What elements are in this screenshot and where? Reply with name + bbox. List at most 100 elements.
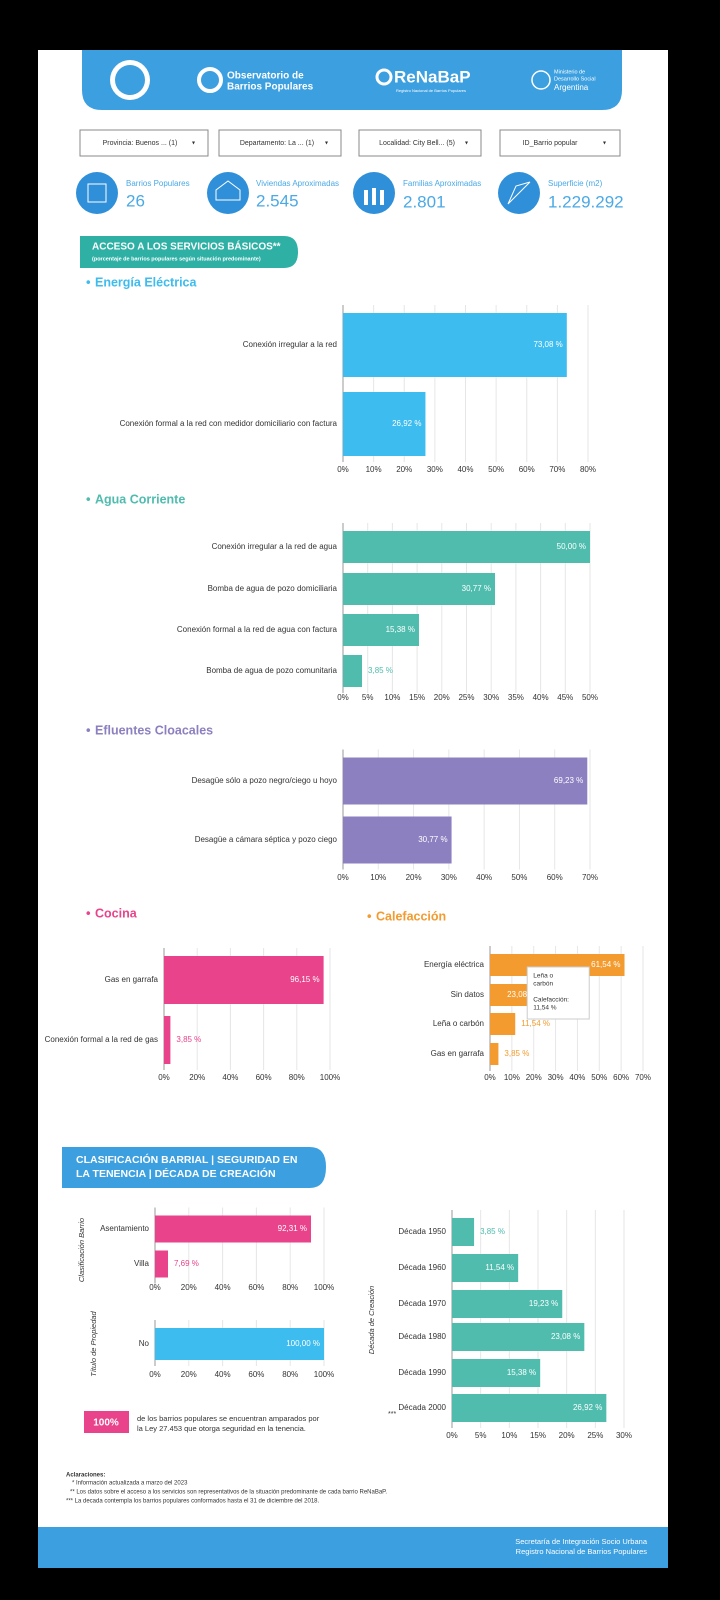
x-tick-label: 30% xyxy=(548,1073,564,1082)
x-tick-label: 60% xyxy=(248,1370,264,1379)
axis-title: Título de Propiedad xyxy=(89,1310,98,1376)
axis-title: Década de Creación xyxy=(367,1286,376,1354)
header-banner xyxy=(82,50,622,110)
dropdown-arrow: ▾ xyxy=(325,141,328,147)
header-text: Argentina xyxy=(554,83,589,92)
chart-bullet: • xyxy=(86,491,91,506)
x-tick-label: 50% xyxy=(511,873,527,882)
x-tick-label: 10% xyxy=(501,1431,517,1440)
bar xyxy=(452,1323,585,1351)
filter[interactable] xyxy=(79,129,209,157)
bar xyxy=(490,1013,516,1035)
kpi-label: Viviendas Aproximadas xyxy=(256,179,339,188)
x-tick-label: 20% xyxy=(189,1073,205,1082)
footer-text: Registro Nacional de Barrios Populares xyxy=(516,1547,648,1556)
chart-title: Energía Eléctrica xyxy=(95,275,197,289)
value-label: 100,00 % xyxy=(286,1339,320,1348)
value-label: 19,23 % xyxy=(529,1299,558,1308)
note: ** Los datos sobre el acceso a los servi… xyxy=(70,1490,387,1496)
x-tick-label: 20% xyxy=(181,1370,197,1379)
bar xyxy=(343,757,588,805)
x-tick-label: 40% xyxy=(215,1283,231,1292)
x-tick-label: 0% xyxy=(484,1073,496,1082)
header-text: Ministerio de xyxy=(554,69,585,75)
value-label: 73,08 % xyxy=(533,340,562,349)
x-tick-label: 30% xyxy=(616,1431,632,1440)
value-label: 15,38 % xyxy=(386,625,415,634)
x-tick-label: 30% xyxy=(427,465,443,474)
category-label: Bomba de agua de pozo comunitaria xyxy=(206,666,337,675)
tooltip-text: Calefacción: xyxy=(533,997,569,1004)
section-header xyxy=(62,1147,326,1188)
value-label: 3,85 % xyxy=(504,1049,529,1058)
bar xyxy=(452,1218,475,1246)
filter-label: Localidad: City Bell... (5) xyxy=(379,140,455,147)
chart-bullet: • xyxy=(86,274,91,289)
x-tick-label: 40% xyxy=(533,693,549,702)
page xyxy=(38,50,668,1568)
header-text: Observatorio de xyxy=(227,71,304,82)
filter[interactable] xyxy=(218,129,342,157)
x-tick-label: 70% xyxy=(635,1073,651,1082)
tooltip-title: Leña o xyxy=(533,973,553,980)
x-tick-label: 80% xyxy=(580,465,596,474)
x-tick-label: 60% xyxy=(613,1073,629,1082)
x-tick-label: 60% xyxy=(547,873,563,882)
value-label: 50,00 % xyxy=(557,542,586,551)
category-label: Década 1960 xyxy=(398,1263,446,1272)
kpi-label: Familias Aproximadas xyxy=(403,179,481,188)
x-tick-label: 40% xyxy=(222,1073,238,1082)
kpi-label: Barrios Populares xyxy=(126,179,190,188)
category-label: Desagüe a cámara séptica y pozo ciego xyxy=(195,835,338,844)
chart-title: Cocina xyxy=(95,906,138,920)
kpi-icon-glyph xyxy=(507,181,531,205)
filter-label: ID_Barrio popular xyxy=(523,140,579,147)
section-title: ACCESO A LOS SERVICIOS BÁSICOS** xyxy=(92,240,281,253)
category-label: Conexión irregular a la red xyxy=(243,340,337,349)
filter-label: Provincia: Buenos ... (1) xyxy=(103,140,178,147)
bar xyxy=(155,1250,168,1278)
category-label: Conexión formal a la red de agua con fac… xyxy=(177,625,338,634)
tenure-badge xyxy=(84,1411,129,1433)
bar xyxy=(343,392,426,456)
x-tick-label: 20% xyxy=(406,873,422,882)
category-label: Energía eléctrica xyxy=(424,960,485,969)
kpi-icon-glyph xyxy=(215,180,241,201)
category-label: Gas en garrafa xyxy=(431,1049,485,1058)
category-label: Desagüe sólo a pozo negro/ciego u hoyo xyxy=(192,776,338,785)
filter[interactable] xyxy=(358,129,482,157)
category-label: Bomba de agua de pozo domiciliaria xyxy=(208,584,338,593)
value-label: 3,85 % xyxy=(480,1227,505,1236)
value-label: 15,38 % xyxy=(507,1368,536,1377)
kpi-value: 26 xyxy=(126,191,145,210)
note: *** La decada contempla los barrios popu… xyxy=(66,1499,319,1505)
header-text: Registro Nacional de Barrios Populares xyxy=(396,88,466,93)
section-title: LA TENENCIA | DÉCADA DE CREACIÓN xyxy=(76,1167,276,1180)
x-tick-label: 0% xyxy=(158,1073,170,1082)
filter[interactable] xyxy=(499,129,621,157)
logo-pin xyxy=(375,68,393,86)
x-tick-label: 80% xyxy=(289,1073,305,1082)
filter-label: Departamento: La ... (1) xyxy=(240,140,314,147)
x-tick-label: 40% xyxy=(569,1073,585,1082)
x-tick-label: 45% xyxy=(557,693,573,702)
value-label: 26,92 % xyxy=(573,1403,602,1412)
chart-title: Calefacción xyxy=(376,909,446,923)
value-label: 11,54 % xyxy=(521,1019,550,1028)
kpi-icon-glyph xyxy=(364,188,384,205)
x-tick-label: 60% xyxy=(248,1283,264,1292)
kpi-value: 2.545 xyxy=(256,191,299,210)
value-label: 30,77 % xyxy=(462,584,491,593)
value-label: 69,23 % xyxy=(554,776,583,785)
tooltip xyxy=(526,966,590,1020)
footer-text: Secretaría de Integración Socio Urbana xyxy=(515,1537,648,1546)
section-subtitle: (porcentaje de barrios populares según s… xyxy=(92,256,261,262)
value-label: 92,31 % xyxy=(278,1224,307,1233)
x-tick-label: 35% xyxy=(508,693,524,702)
bar xyxy=(452,1394,607,1422)
x-tick-label: 10% xyxy=(504,1073,520,1082)
chart-bullet: • xyxy=(86,722,91,737)
logo-ministerio xyxy=(531,70,551,90)
axis-title: Clasificación Barrio xyxy=(77,1218,86,1282)
